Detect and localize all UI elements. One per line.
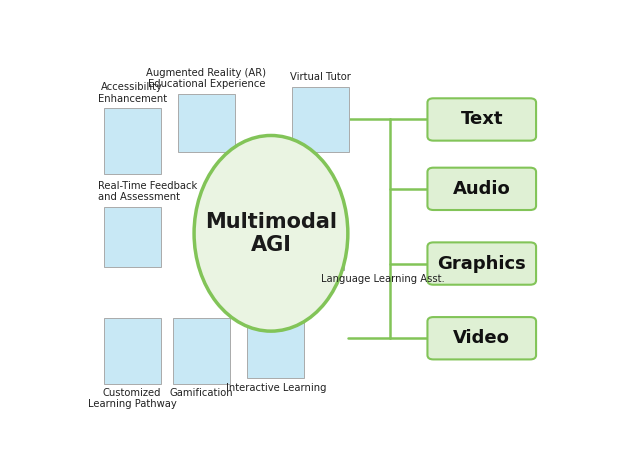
FancyBboxPatch shape [178, 323, 225, 378]
Text: Interactive Learning: Interactive Learning [226, 383, 326, 393]
FancyBboxPatch shape [252, 318, 300, 373]
Text: Text: Text [461, 110, 503, 128]
FancyBboxPatch shape [292, 86, 349, 152]
FancyBboxPatch shape [248, 312, 305, 378]
Ellipse shape [194, 135, 348, 331]
FancyBboxPatch shape [428, 243, 536, 285]
Text: Graphics: Graphics [437, 255, 526, 273]
Text: Accessibility
Enhancement: Accessibility Enhancement [97, 82, 166, 103]
Text: Multimodal
AGI: Multimodal AGI [205, 212, 337, 255]
FancyBboxPatch shape [109, 323, 156, 378]
Text: Customized
Learning Pathway: Customized Learning Pathway [88, 388, 177, 409]
FancyBboxPatch shape [428, 98, 536, 140]
Text: Video: Video [453, 329, 510, 347]
FancyBboxPatch shape [104, 318, 161, 383]
Text: Language Learning Asst.: Language Learning Asst. [321, 274, 444, 284]
FancyBboxPatch shape [297, 92, 344, 147]
FancyBboxPatch shape [104, 207, 161, 267]
FancyBboxPatch shape [173, 318, 230, 383]
Text: Gamification: Gamification [170, 388, 234, 398]
Text: Real-Time Feedback
and Assessment: Real-Time Feedback and Assessment [98, 181, 197, 202]
FancyBboxPatch shape [109, 113, 156, 168]
FancyBboxPatch shape [104, 108, 161, 174]
Text: Augmented Reality (AR)
Educational Experience: Augmented Reality (AR) Educational Exper… [147, 68, 266, 90]
FancyBboxPatch shape [287, 204, 344, 270]
FancyBboxPatch shape [109, 212, 156, 262]
FancyBboxPatch shape [178, 94, 235, 152]
Text: Audio: Audio [453, 180, 511, 198]
FancyBboxPatch shape [183, 99, 230, 147]
FancyBboxPatch shape [428, 168, 536, 210]
FancyBboxPatch shape [292, 209, 339, 264]
FancyBboxPatch shape [428, 317, 536, 359]
Text: Virtual Tutor: Virtual Tutor [290, 72, 351, 82]
